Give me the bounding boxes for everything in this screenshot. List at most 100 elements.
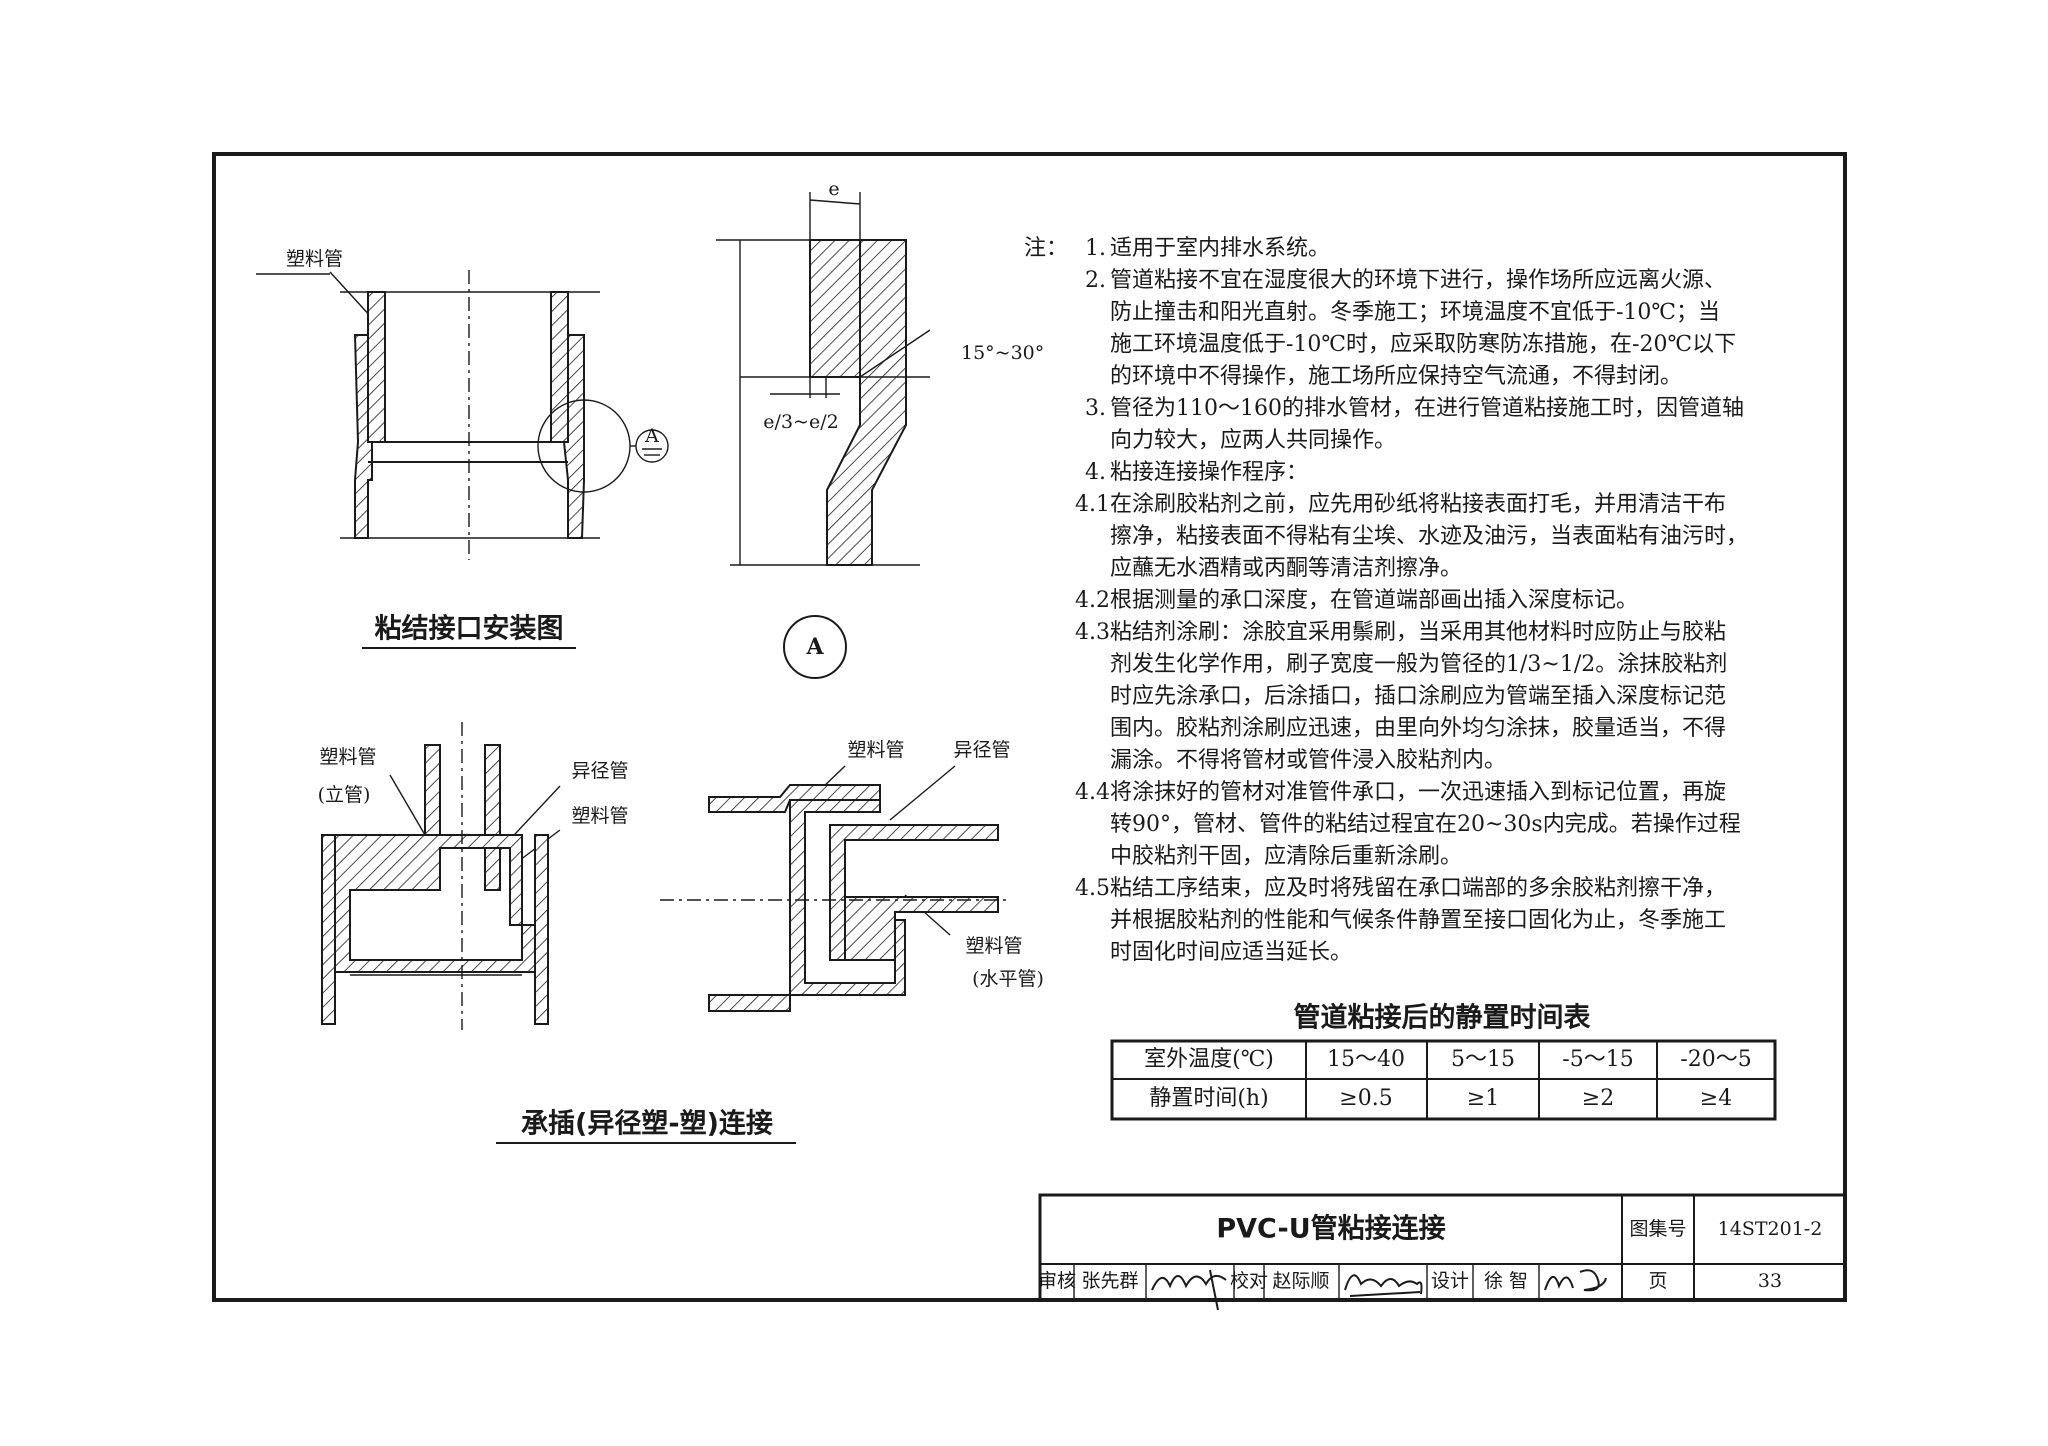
note-number: 4.1: [1075, 492, 1110, 517]
label: 塑料管: [965, 935, 1022, 957]
label: 审核: [1038, 1270, 1076, 1292]
drawing-shape: [353, 334, 373, 539]
notes: 注： 1. 适用于室内排水系统。2. 管道粘接不宜在湿度很大的环境下进行，操作场所应…: [1024, 236, 1748, 965]
title-block: PVC-U管粘接连接 图集号 14ST201-2 审核 张先群 校对 赵际顺 设…: [1038, 1193, 1847, 1311]
note-line: 中胶粘剂干固，应清除后重新涂刷。: [1110, 844, 1462, 869]
horizontal-joint-drawing: 塑料管 异径管 塑料管 (水平管): [660, 739, 1044, 1012]
signature: [1151, 1269, 1227, 1311]
note-line: 根据测量的承口深度，在管道端部画出插入深度标记。: [1110, 588, 1638, 613]
note-number: 4.2: [1075, 588, 1110, 613]
table-cell: -5～15: [1562, 1047, 1633, 1072]
note-line: 剂发生化学作用，刷子宽度一般为管径的1/3~1/2。涂抹胶粘剂: [1110, 652, 1727, 677]
label: 塑料管: [571, 805, 628, 827]
table-cell: ≥4: [1700, 1086, 1732, 1111]
detail-a-drawing: e 15°~30° e/3~e/2 A: [716, 178, 1044, 679]
drawing-shape: [829, 824, 999, 961]
drawing-line: [859, 329, 931, 378]
drawing-shape: [1038, 1193, 1847, 1302]
drawing-shape: [534, 834, 549, 1025]
atlas-number: 14ST201-2: [1718, 1218, 1823, 1240]
drawing-shape: [484, 744, 501, 891]
label: 图集号: [1629, 1218, 1686, 1240]
note-number: 4.4: [1075, 780, 1110, 805]
row-header: 静置时间(h): [1149, 1086, 1268, 1111]
name: 徐 智: [1484, 1270, 1528, 1292]
sheet-frame: [212, 152, 1847, 1302]
label: 塑料管: [847, 739, 904, 761]
label: 设计: [1431, 1270, 1469, 1292]
table-cell: ≥2: [1582, 1086, 1614, 1111]
table-cell: ≥0.5: [1339, 1086, 1392, 1111]
page-number: 33: [1758, 1270, 1782, 1292]
note-line: 粘结剂涂刷：涂胶宜采用鬃刷，当采用其他材料时应防止与胶粘: [1110, 620, 1726, 645]
note-line: 围内。胶粘剂涂刷应迅速，由里向外均匀涂抹，胶量适当，不得: [1110, 716, 1726, 741]
note-number: 2.: [1085, 268, 1106, 293]
drawing-line: [329, 271, 373, 319]
note-line: 转90°，管材、管件的粘结过程宜在20~30s内完成。若操作过程: [1110, 812, 1741, 837]
table-cell: -20～5: [1680, 1047, 1751, 1072]
drawing-line: [809, 199, 861, 205]
note-line: 防止撞击和阳光直射。冬季施工；环境温度不宜低于-10℃；当: [1110, 300, 1720, 325]
vertical-joint-drawing: 塑料管 (立管) 异径管 塑料管 承插(异径塑-塑)连接: [318, 722, 796, 1144]
note-line: 擦净，粘接表面不得粘有尘埃、水迹及油污，当表面粘有油污时，: [1110, 524, 1748, 549]
label: (水平管): [972, 968, 1044, 990]
rest-time-table: 管道粘接后的静置时间表 室外温度(℃) 15～40 5～15 -5～15 -20～5 静置…: [1110, 1002, 1777, 1121]
label: 校对: [1230, 1270, 1268, 1292]
drawing-shape: [809, 239, 861, 378]
caption: 粘结接口安装图: [375, 614, 564, 645]
drawing-shape: [367, 291, 386, 443]
label: 15°~30°: [961, 342, 1044, 364]
label: 异径管: [953, 739, 1010, 761]
row-header: 室外温度(℃): [1144, 1047, 1274, 1072]
note-line: 将涂抹好的管材对准管件承口，一次迅速插入到标记位置，再旋: [1110, 780, 1726, 805]
note-line: 管径为110～160的排水管材，在进行管道粘接施工时，因管道轴: [1110, 396, 1744, 421]
note-line: 向力较大，应两人共同操作。: [1110, 428, 1396, 453]
signature: [1544, 1269, 1607, 1292]
drawing-shape: [550, 291, 569, 443]
note-line: 施工环境温度低于-10℃时，应采取防寒防冻措施，在-20℃以下: [1110, 332, 1736, 357]
name: 张先群: [1081, 1270, 1138, 1292]
label: 塑料管: [286, 248, 343, 270]
note-number: 4.: [1085, 460, 1106, 485]
drawing-shape: [844, 896, 999, 961]
note-line: 的环境中不得操作，施工场所应保持空气流通，不得封闭。: [1110, 364, 1682, 389]
table-cell: 5～15: [1451, 1047, 1515, 1072]
label: e/3~e/2: [763, 411, 838, 433]
drawing-shape: [783, 615, 847, 679]
note-line: 粘结工序结束，应及时将残留在承口端部的多余胶粘剂擦干净，: [1110, 876, 1726, 901]
note-line: 适用于室内排水系统。: [1110, 236, 1330, 261]
drawing-shape: [562, 334, 585, 539]
label: 页: [1648, 1270, 1667, 1292]
notes-heading: 注：: [1024, 236, 1068, 261]
note-line: 时固化时间应适当延长。: [1110, 940, 1352, 965]
note-line: 应蘸无水酒精或丙酮等清洁剂擦净。: [1110, 556, 1462, 581]
drawing-shape: [321, 834, 336, 1025]
signature: [1344, 1274, 1423, 1297]
drawing-shape: [334, 834, 536, 973]
label: 异径管: [571, 760, 628, 782]
note-line: 并根据胶粘剂的性能和气候条件静置至接口固化为止，冬季施工: [1110, 908, 1726, 933]
table-cell: 15～40: [1327, 1047, 1405, 1072]
installation-drawing: 塑料管 A 粘结接口安装图: [256, 248, 669, 649]
caption: 承插(异径塑-塑)连接: [521, 1108, 773, 1140]
name: 赵际顺: [1272, 1270, 1329, 1292]
detail-marker: A: [644, 425, 659, 447]
detail-marker: A: [805, 634, 824, 660]
drawing-title: PVC-U管粘接连接: [1216, 1213, 1445, 1245]
label: (立管): [318, 784, 371, 806]
drawing-line: [889, 765, 956, 821]
drawing-shape: [708, 994, 791, 1012]
label: 塑料管: [319, 746, 376, 768]
note-line: 时应先涂承口，后涂插口，插口涂刷应为管端至插入深度标记范: [1110, 684, 1726, 709]
note-line: 漏涂。不得将管材或管件浸入胶粘剂内。: [1110, 748, 1506, 773]
note-number: 4.3: [1075, 620, 1110, 645]
drawing-line: [389, 774, 426, 836]
drawing-shape: [635, 429, 669, 463]
note-line: 在涂刷胶粘剂之前，应先用砂纸将粘接表面打毛，并用清洁干布: [1110, 492, 1726, 517]
table-title: 管道粘接后的静置时间表: [1294, 1002, 1591, 1034]
note-number: 4.5: [1075, 876, 1110, 901]
note-line: 粘接连接操作程序：: [1110, 460, 1308, 485]
note-number: 1.: [1085, 236, 1106, 261]
